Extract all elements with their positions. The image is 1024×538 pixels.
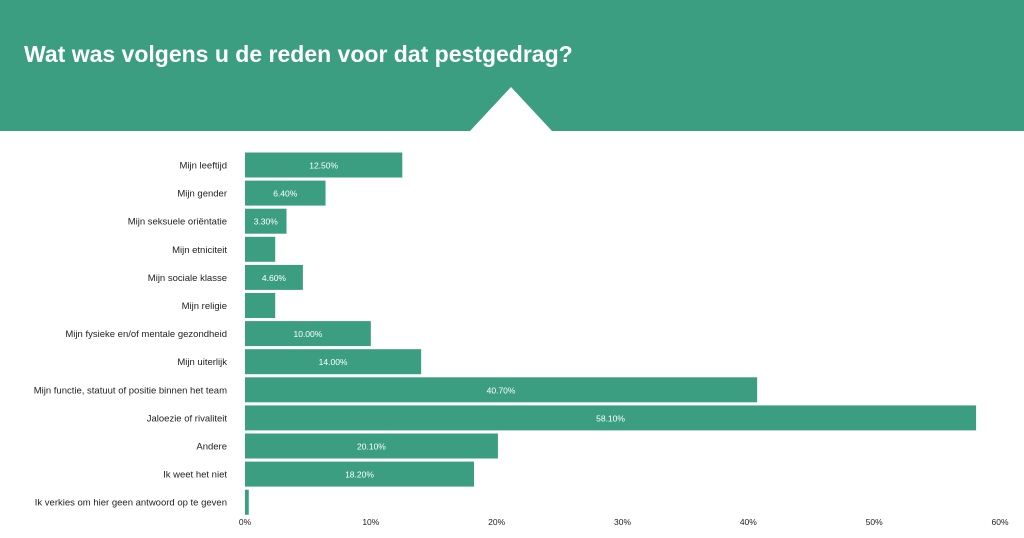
category-label-mijn-etniciteit: Mijn etniciteit [172,245,227,256]
value-label-mijn-fysieke-en-of-mentale-gezondheid: 10.00% [293,329,322,339]
bar-mijn-leeftijd [245,152,403,178]
x-tick-label: 10% [362,517,379,527]
bar-mijn-gender [245,180,326,206]
category-label-andere: Andere [196,442,227,453]
value-label-ik-weet-het-niet: 18.20% [345,470,374,480]
bar-mijn-uiterlijk [245,349,422,375]
category-label-jaloezie-of-rivaliteit: Jaloezie of rivaliteit [147,413,228,424]
x-tick-label: 40% [740,517,757,527]
bar-ik-verkies-om-hier-geen-antwoord-op-te-geven [245,489,249,515]
value-label-mijn-functie-statuut-of-positie-binnen-het-team: 40.70% [487,385,516,395]
category-label-mijn-fysieke-en-of-mentale-gezondheid: Mijn fysieke en/of mentale gezondheid [65,329,227,340]
category-label-mijn-religie: Mijn religie [182,301,227,312]
category-label-mijn-leeftijd: Mijn leeftijd [179,161,227,172]
x-tick-label: 30% [614,517,631,527]
bar-mijn-seksuele-orientatie [245,208,287,234]
bar-mijn-functie-statuut-of-positie-binnen-het-team [245,377,758,403]
x-tick-label: 60% [991,517,1008,527]
value-label-mijn-leeftijd: 12.50% [309,161,338,171]
header-notch [470,87,552,131]
value-label-jaloezie-of-rivaliteit: 58.10% [596,413,625,423]
category-label-mijn-functie-statuut-of-positie-binnen-het-team: Mijn functie, statuut of positie binnen … [34,385,227,396]
x-tick-label: 20% [488,517,505,527]
value-label-mijn-uiterlijk: 14.00% [319,357,348,367]
bar-chart: Mijn leeftijd 12.50% Mijn gender 6.40% Mijn … [34,152,1009,527]
value-label-mijn-gender: 6.40% [273,189,298,199]
bar-ik-weet-het-niet [245,461,475,487]
category-label-ik-weet-het-niet: Ik weet het niet [163,470,227,481]
bar-mijn-sociale-klasse [245,264,303,290]
bar-mijn-etniciteit [245,236,276,262]
value-label-mijn-seksuele-orientatie: 3.30% [254,217,279,227]
category-label-mijn-uiterlijk: Mijn uiterlijk [177,357,227,368]
bar-jaloezie-of-rivaliteit [245,405,977,431]
category-label-mijn-sociale-klasse: Mijn sociale klasse [148,273,227,284]
value-label-andere: 20.10% [357,442,386,452]
category-label-ik-verkies-om-hier-geen-antwoord-op-te-geven: Ik verkies om hier geen antwoord op te g… [35,498,227,509]
category-label-mijn-gender: Mijn gender [177,189,227,200]
value-label-mijn-sociale-klasse: 4.60% [262,273,287,283]
bar-mijn-religie [245,293,276,318]
x-tick-label: 0% [239,517,252,527]
category-label-mijn-seksuele-orientatie: Mijn seksuele oriëntatie [128,217,227,228]
x-tick-label: 50% [866,517,883,527]
bar-andere [245,433,498,459]
bar-mijn-fysieke-en-of-mentale-gezondheid [245,321,371,347]
page-title: Wat was volgens u de reden voor dat pest… [24,41,573,67]
header-banner: Wat was volgens u de reden voor dat pest… [0,0,1024,131]
